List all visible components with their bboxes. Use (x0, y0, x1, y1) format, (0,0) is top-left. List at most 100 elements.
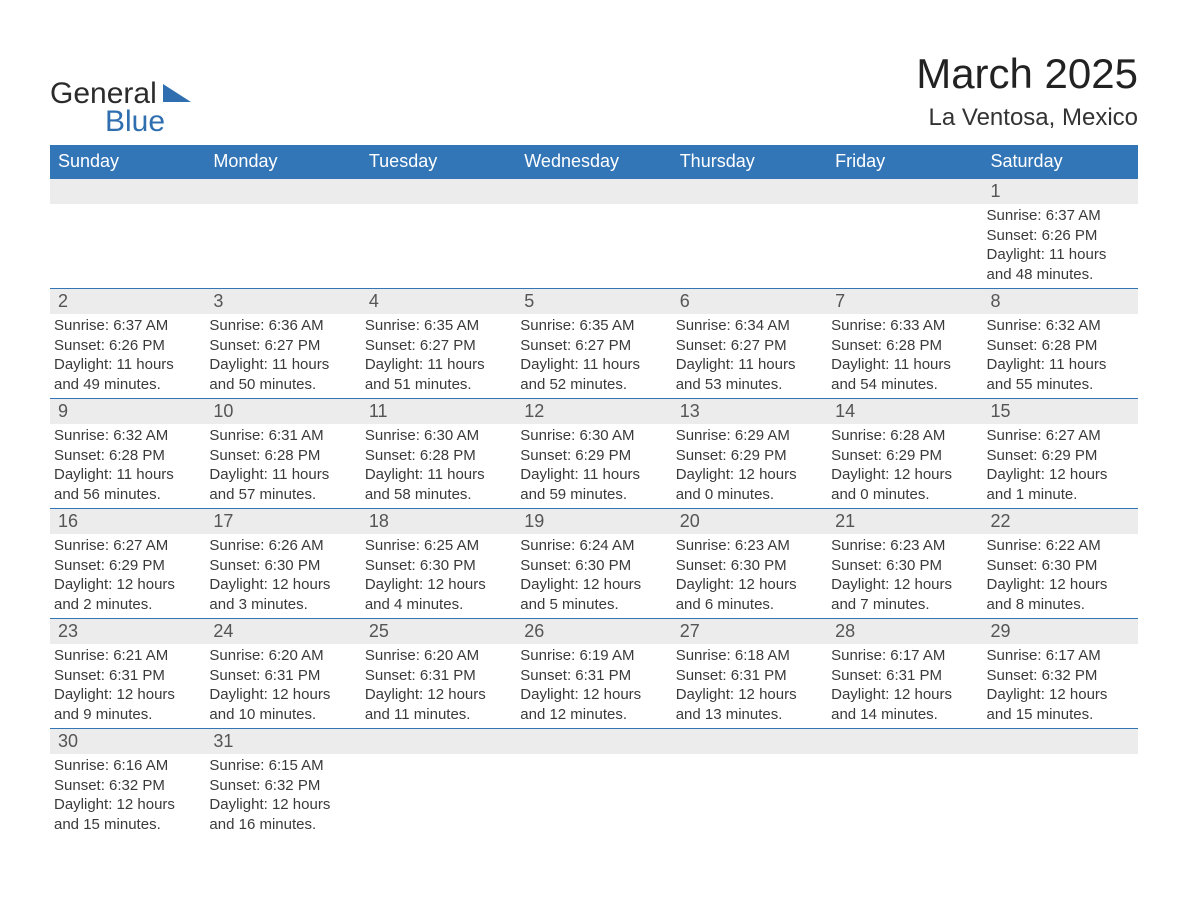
day-content (516, 204, 671, 284)
day-number: 11 (361, 399, 516, 424)
day-content: Sunrise: 6:32 AMSunset: 6:28 PMDaylight:… (50, 424, 205, 508)
day-content (516, 754, 671, 834)
day-content: Sunrise: 6:16 AMSunset: 6:32 PMDaylight:… (50, 754, 205, 838)
calendar-cell: 18Sunrise: 6:25 AMSunset: 6:30 PMDayligh… (361, 509, 516, 619)
sunset-line: Sunset: 6:26 PM (987, 226, 1134, 246)
day-number: 16 (50, 509, 205, 534)
calendar-cell: 12Sunrise: 6:30 AMSunset: 6:29 PMDayligh… (516, 399, 671, 509)
sunset-line: Sunset: 6:30 PM (365, 556, 512, 576)
daylight-line: Daylight: 11 hours and 53 minutes. (676, 355, 823, 394)
calendar-cell (516, 729, 671, 839)
daylight-line: Daylight: 11 hours and 55 minutes. (987, 355, 1134, 394)
day-number: 9 (50, 399, 205, 424)
daylight-line: Daylight: 12 hours and 7 minutes. (831, 575, 978, 614)
daylight-line: Daylight: 11 hours and 58 minutes. (365, 465, 512, 504)
sunset-line: Sunset: 6:30 PM (987, 556, 1134, 576)
daylight-line: Daylight: 12 hours and 9 minutes. (54, 685, 201, 724)
sunset-line: Sunset: 6:26 PM (54, 336, 201, 356)
weekday-header: Saturday (983, 145, 1138, 179)
day-number (50, 179, 205, 204)
day-content: Sunrise: 6:37 AMSunset: 6:26 PMDaylight:… (983, 204, 1138, 288)
day-number: 6 (672, 289, 827, 314)
day-content: Sunrise: 6:22 AMSunset: 6:30 PMDaylight:… (983, 534, 1138, 618)
day-content: Sunrise: 6:30 AMSunset: 6:29 PMDaylight:… (516, 424, 671, 508)
day-number: 26 (516, 619, 671, 644)
sunset-line: Sunset: 6:29 PM (54, 556, 201, 576)
sunset-line: Sunset: 6:28 PM (987, 336, 1134, 356)
sunset-line: Sunset: 6:31 PM (209, 666, 356, 686)
sunrise-line: Sunrise: 6:20 AM (365, 646, 512, 666)
calendar-cell: 13Sunrise: 6:29 AMSunset: 6:29 PMDayligh… (672, 399, 827, 509)
sunset-line: Sunset: 6:30 PM (520, 556, 667, 576)
day-number: 28 (827, 619, 982, 644)
sunset-line: Sunset: 6:29 PM (520, 446, 667, 466)
calendar-cell: 26Sunrise: 6:19 AMSunset: 6:31 PMDayligh… (516, 619, 671, 729)
header: General Blue March 2025 La Ventosa, Mexi… (50, 50, 1138, 135)
daylight-line: Daylight: 11 hours and 48 minutes. (987, 245, 1134, 284)
calendar-cell (672, 729, 827, 839)
calendar-cell (827, 179, 982, 289)
calendar-cell: 9Sunrise: 6:32 AMSunset: 6:28 PMDaylight… (50, 399, 205, 509)
day-number (827, 179, 982, 204)
calendar-cell: 14Sunrise: 6:28 AMSunset: 6:29 PMDayligh… (827, 399, 982, 509)
sunrise-line: Sunrise: 6:17 AM (987, 646, 1134, 666)
calendar-cell: 16Sunrise: 6:27 AMSunset: 6:29 PMDayligh… (50, 509, 205, 619)
sunset-line: Sunset: 6:30 PM (676, 556, 823, 576)
day-content: Sunrise: 6:33 AMSunset: 6:28 PMDaylight:… (827, 314, 982, 398)
day-number (983, 729, 1138, 754)
logo-text-blue: Blue (105, 108, 191, 135)
day-number: 14 (827, 399, 982, 424)
day-number: 1 (983, 179, 1138, 204)
day-number: 5 (516, 289, 671, 314)
weekday-header: Monday (205, 145, 360, 179)
day-content: Sunrise: 6:35 AMSunset: 6:27 PMDaylight:… (516, 314, 671, 398)
daylight-line: Daylight: 12 hours and 16 minutes. (209, 795, 356, 834)
day-content: Sunrise: 6:35 AMSunset: 6:27 PMDaylight:… (361, 314, 516, 398)
day-number: 23 (50, 619, 205, 644)
sunset-line: Sunset: 6:28 PM (54, 446, 201, 466)
day-number (205, 179, 360, 204)
day-number: 4 (361, 289, 516, 314)
title-location: La Ventosa, Mexico (916, 104, 1138, 132)
day-content (827, 754, 982, 834)
day-number: 21 (827, 509, 982, 534)
sunrise-line: Sunrise: 6:22 AM (987, 536, 1134, 556)
sunrise-line: Sunrise: 6:19 AM (520, 646, 667, 666)
calendar-body: 1Sunrise: 6:37 AMSunset: 6:26 PMDaylight… (50, 179, 1138, 839)
day-content: Sunrise: 6:30 AMSunset: 6:28 PMDaylight:… (361, 424, 516, 508)
calendar-cell (205, 179, 360, 289)
daylight-line: Daylight: 11 hours and 59 minutes. (520, 465, 667, 504)
sunrise-line: Sunrise: 6:23 AM (676, 536, 823, 556)
day-number: 18 (361, 509, 516, 534)
sunrise-line: Sunrise: 6:32 AM (54, 426, 201, 446)
sunset-line: Sunset: 6:30 PM (831, 556, 978, 576)
sunrise-line: Sunrise: 6:27 AM (987, 426, 1134, 446)
sunset-line: Sunset: 6:28 PM (831, 336, 978, 356)
sunrise-line: Sunrise: 6:20 AM (209, 646, 356, 666)
calendar-cell: 7Sunrise: 6:33 AMSunset: 6:28 PMDaylight… (827, 289, 982, 399)
sunset-line: Sunset: 6:30 PM (209, 556, 356, 576)
day-number: 13 (672, 399, 827, 424)
calendar-cell: 15Sunrise: 6:27 AMSunset: 6:29 PMDayligh… (983, 399, 1138, 509)
daylight-line: Daylight: 12 hours and 1 minute. (987, 465, 1134, 504)
day-content: Sunrise: 6:32 AMSunset: 6:28 PMDaylight:… (983, 314, 1138, 398)
daylight-line: Daylight: 12 hours and 14 minutes. (831, 685, 978, 724)
sunrise-line: Sunrise: 6:26 AM (209, 536, 356, 556)
sunset-line: Sunset: 6:31 PM (54, 666, 201, 686)
sunset-line: Sunset: 6:31 PM (520, 666, 667, 686)
day-content: Sunrise: 6:21 AMSunset: 6:31 PMDaylight:… (50, 644, 205, 728)
calendar-cell: 23Sunrise: 6:21 AMSunset: 6:31 PMDayligh… (50, 619, 205, 729)
calendar-cell: 3Sunrise: 6:36 AMSunset: 6:27 PMDaylight… (205, 289, 360, 399)
calendar-cell (361, 729, 516, 839)
day-number: 29 (983, 619, 1138, 644)
day-content (50, 204, 205, 284)
daylight-line: Daylight: 11 hours and 50 minutes. (209, 355, 356, 394)
day-number: 31 (205, 729, 360, 754)
calendar-cell (672, 179, 827, 289)
day-number (672, 729, 827, 754)
daylight-line: Daylight: 12 hours and 6 minutes. (676, 575, 823, 614)
daylight-line: Daylight: 11 hours and 54 minutes. (831, 355, 978, 394)
logo: General Blue (50, 80, 191, 135)
calendar-cell (361, 179, 516, 289)
day-content: Sunrise: 6:27 AMSunset: 6:29 PMDaylight:… (50, 534, 205, 618)
